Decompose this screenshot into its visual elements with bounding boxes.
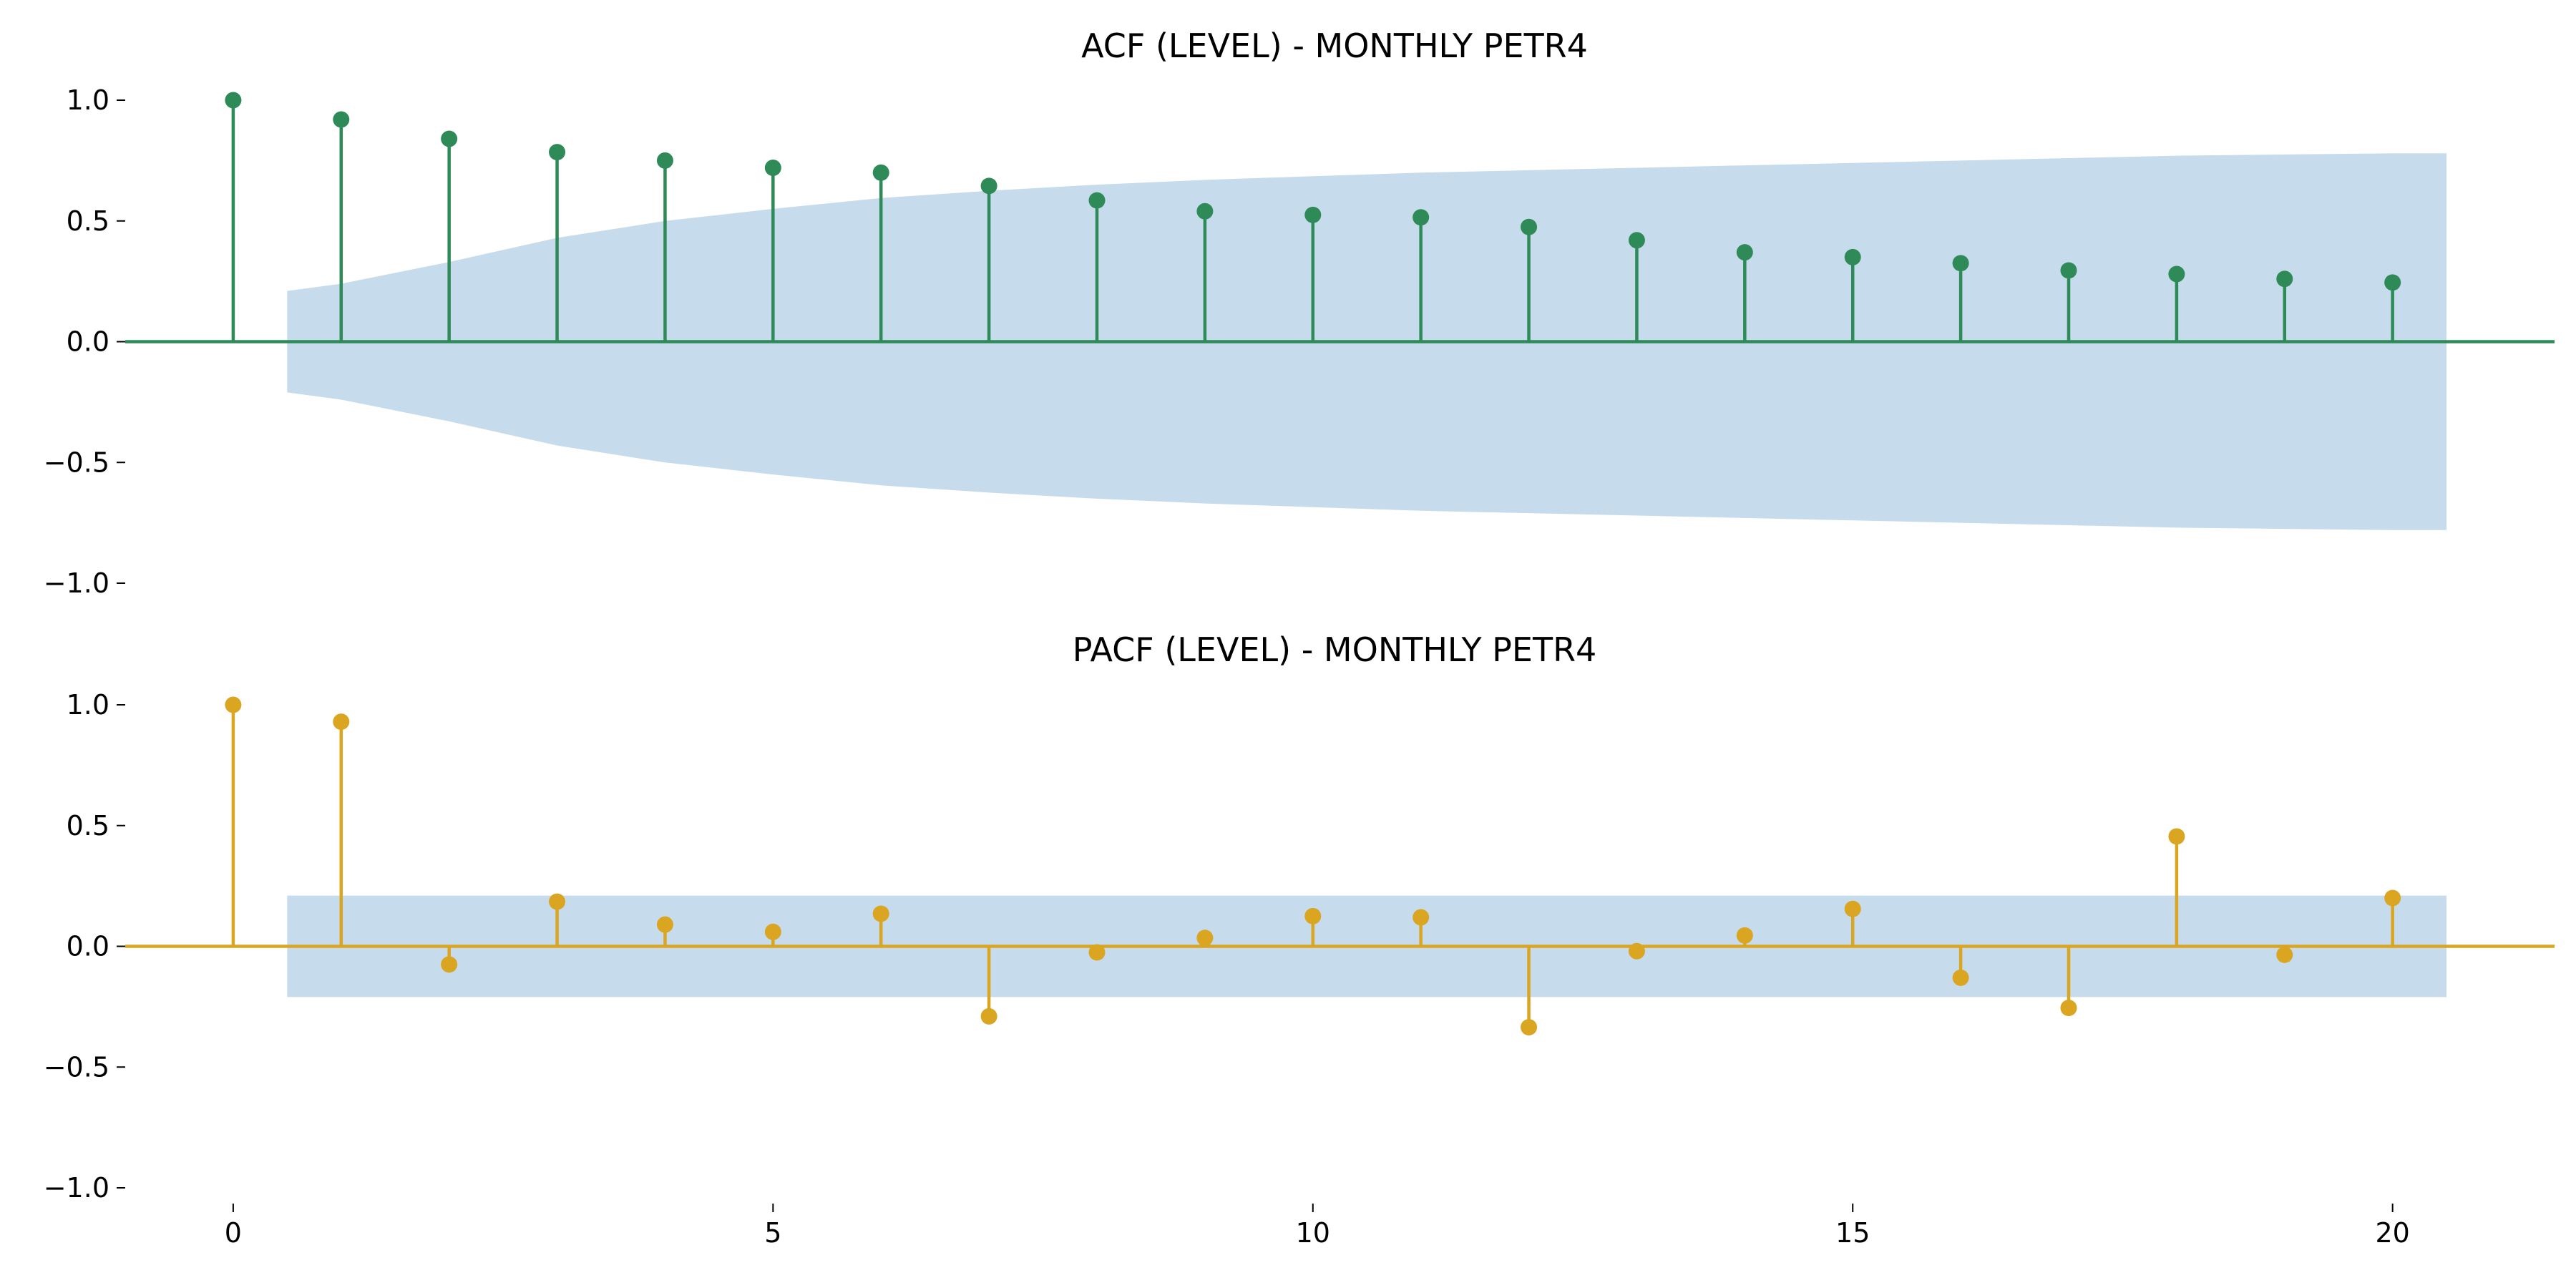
pacf-marker bbox=[2276, 946, 2293, 963]
pacf-marker bbox=[1413, 909, 1430, 926]
acf-title: ACF (LEVEL) - MONTHLY PETR4 bbox=[1081, 26, 1588, 65]
pacf-marker bbox=[2060, 1000, 2077, 1017]
pacf-marker bbox=[1088, 944, 1106, 961]
pacf-marker bbox=[225, 696, 242, 713]
pacf-marker bbox=[1952, 969, 1969, 986]
pacf-ytick-label: −0.5 bbox=[44, 1051, 109, 1083]
acf-marker bbox=[1196, 203, 1214, 220]
acf-marker bbox=[872, 164, 889, 181]
acf-marker bbox=[333, 111, 350, 128]
acf-marker bbox=[1628, 232, 1645, 249]
acf-marker bbox=[2060, 262, 2077, 279]
pacf-marker bbox=[764, 923, 781, 940]
pacf-marker bbox=[1196, 930, 1214, 947]
acf-ytick-label: 0.0 bbox=[67, 326, 109, 358]
pacf-marker bbox=[1736, 927, 1753, 944]
pacf-title: PACF (LEVEL) - MONTHLY PETR4 bbox=[1073, 630, 1597, 669]
acf-marker bbox=[1413, 209, 1430, 226]
acf-panel: ACF (LEVEL) - MONTHLY PETR4 1.0 0.5 0.0 −0.… bbox=[44, 26, 2555, 599]
acf-marker bbox=[2168, 265, 2185, 283]
pacf-marker bbox=[2384, 889, 2401, 907]
acf-ytick-label: −0.5 bbox=[44, 447, 109, 478]
pacf-marker bbox=[441, 956, 458, 973]
pacf-ytick-label: 0.0 bbox=[67, 931, 109, 962]
pacf-xtick-label: 15 bbox=[1835, 1217, 1870, 1249]
pacf-marker bbox=[656, 916, 673, 933]
pacf-marker bbox=[333, 713, 350, 731]
pacf-xtick-label: 20 bbox=[2375, 1217, 2409, 1249]
pacf-marker bbox=[549, 893, 566, 910]
acf-ytick-label: 0.5 bbox=[67, 205, 109, 237]
pacf-marker bbox=[1521, 1019, 1538, 1036]
pacf-xtick-label: 5 bbox=[764, 1217, 781, 1249]
pacf-marker bbox=[1304, 907, 1322, 924]
pacf-marker bbox=[980, 1008, 997, 1025]
acf-marker bbox=[1304, 206, 1322, 223]
acf-marker bbox=[1952, 255, 1969, 272]
acf-marker bbox=[764, 160, 781, 176]
acf-marker bbox=[441, 130, 458, 147]
pacf-ytick-label: 1.0 bbox=[67, 689, 109, 721]
pacf-xtick-label: 0 bbox=[225, 1217, 242, 1249]
pacf-panel: PACF (LEVEL) - MONTHLY PETR4 1.0 0.5 0.0 −0… bbox=[44, 630, 2555, 1249]
pacf-xtick-label: 10 bbox=[1296, 1217, 1330, 1249]
acf-marker bbox=[1736, 244, 1753, 261]
acf-marker bbox=[1088, 192, 1106, 209]
pacf-marker bbox=[2168, 828, 2185, 845]
pacf-marker bbox=[1628, 942, 1645, 960]
acf-marker bbox=[549, 144, 566, 161]
acf-marker bbox=[225, 92, 242, 109]
acf-marker bbox=[2276, 270, 2293, 288]
acf-marker bbox=[656, 152, 673, 169]
acf-marker bbox=[980, 177, 997, 195]
pacf-marker bbox=[872, 905, 889, 922]
acf-marker bbox=[1844, 248, 1861, 265]
pacf-ytick-label: −1.0 bbox=[44, 1172, 109, 1204]
pacf-ytick-label: 0.5 bbox=[67, 810, 109, 841]
pacf-marker bbox=[1844, 900, 1861, 917]
acf-ytick-label: 1.0 bbox=[67, 84, 109, 116]
acf-ytick-label: −1.0 bbox=[44, 567, 109, 599]
acf-marker bbox=[1521, 218, 1538, 235]
acf-marker bbox=[2384, 274, 2401, 291]
